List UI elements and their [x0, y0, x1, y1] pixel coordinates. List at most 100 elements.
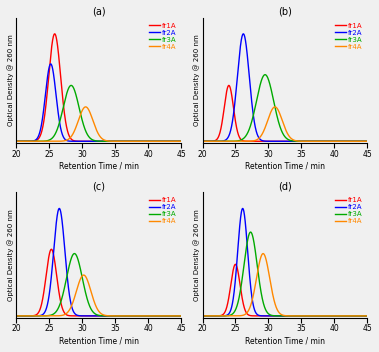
Line: fr3A: fr3A	[202, 75, 367, 141]
fr2A	[276, 314, 280, 318]
fr3A	[280, 131, 285, 135]
fr4A	[94, 306, 99, 310]
fr4A	[23, 139, 27, 143]
fr4A	[280, 313, 285, 317]
fr1A	[365, 139, 370, 143]
fr1A	[94, 139, 99, 143]
fr1A	[330, 139, 335, 143]
fr3A	[23, 139, 27, 143]
Line: fr1A: fr1A	[202, 86, 367, 141]
fr2A	[360, 139, 365, 143]
fr1A	[200, 314, 205, 318]
fr3A	[208, 314, 213, 318]
fr4A	[81, 273, 86, 277]
fr1A	[49, 247, 54, 251]
fr2A	[174, 314, 179, 318]
fr2A	[365, 314, 370, 318]
fr4A	[360, 139, 365, 143]
Y-axis label: Optical Density @ 260 nm: Optical Density @ 260 nm	[7, 35, 14, 126]
fr3A	[144, 314, 149, 318]
fr2A	[179, 314, 183, 318]
fr2A	[360, 314, 365, 318]
Title: (a): (a)	[92, 7, 106, 17]
fr1A	[233, 262, 238, 266]
fr1A	[276, 139, 280, 143]
fr4A	[90, 117, 94, 121]
fr2A	[23, 139, 27, 143]
fr4A	[261, 251, 265, 256]
Legend: fr1A, fr2A, fr3A, fr4A: fr1A, fr2A, fr3A, fr4A	[148, 196, 178, 226]
fr1A	[174, 314, 179, 318]
Line: fr2A: fr2A	[16, 64, 181, 141]
fr3A	[94, 139, 99, 143]
fr1A	[94, 314, 99, 318]
fr3A	[179, 314, 183, 318]
fr2A	[330, 139, 335, 143]
fr4A	[144, 314, 149, 318]
fr2A	[330, 314, 335, 318]
fr1A	[365, 314, 370, 318]
fr2A	[208, 139, 213, 143]
Line: fr4A: fr4A	[202, 253, 367, 316]
fr2A	[241, 32, 246, 36]
Title: (b): (b)	[278, 7, 292, 17]
Legend: fr1A, fr2A, fr3A, fr4A: fr1A, fr2A, fr3A, fr4A	[334, 196, 364, 226]
fr4A	[174, 139, 179, 143]
fr3A	[200, 139, 205, 143]
Line: fr4A: fr4A	[16, 275, 181, 316]
fr2A	[276, 139, 280, 143]
fr3A	[23, 314, 27, 318]
Line: fr2A: fr2A	[16, 208, 181, 316]
fr2A	[200, 314, 205, 318]
fr2A	[360, 139, 365, 143]
fr4A	[83, 105, 88, 109]
fr1A	[174, 139, 179, 143]
fr2A	[174, 139, 179, 143]
fr3A	[90, 309, 94, 313]
fr2A	[144, 139, 149, 143]
Line: fr1A: fr1A	[16, 249, 181, 316]
fr3A	[144, 139, 149, 143]
fr4A	[174, 314, 179, 318]
fr1A	[52, 32, 57, 36]
fr1A	[280, 314, 285, 318]
X-axis label: Retention Time / min: Retention Time / min	[59, 336, 139, 345]
fr2A	[360, 314, 365, 318]
fr4A	[179, 139, 183, 143]
fr1A	[360, 139, 365, 143]
fr3A	[365, 139, 370, 143]
Line: fr2A: fr2A	[202, 34, 367, 141]
fr2A	[280, 139, 285, 143]
fr1A	[208, 314, 213, 318]
fr2A	[144, 314, 149, 318]
fr3A	[276, 119, 280, 123]
fr1A	[330, 314, 335, 318]
fr3A	[14, 314, 19, 318]
fr1A	[200, 139, 205, 143]
Line: fr3A: fr3A	[16, 253, 181, 316]
fr3A	[200, 314, 205, 318]
fr4A	[208, 139, 213, 143]
fr4A	[208, 314, 213, 318]
fr1A	[276, 314, 280, 318]
fr4A	[94, 128, 99, 132]
Title: (c): (c)	[92, 182, 105, 191]
Line: fr1A: fr1A	[202, 264, 367, 316]
Line: fr3A: fr3A	[16, 86, 181, 141]
fr2A	[365, 139, 370, 143]
fr3A	[263, 73, 267, 77]
fr3A	[174, 314, 179, 318]
fr2A	[94, 139, 99, 143]
fr3A	[360, 139, 365, 143]
fr4A	[23, 314, 27, 318]
fr2A	[90, 314, 94, 318]
fr4A	[360, 314, 365, 318]
fr1A	[90, 139, 94, 143]
fr1A	[360, 314, 365, 318]
fr1A	[227, 83, 231, 88]
fr3A	[360, 314, 365, 318]
fr3A	[69, 83, 74, 88]
fr4A	[276, 309, 280, 314]
fr2A	[240, 206, 245, 210]
fr3A	[174, 139, 179, 143]
